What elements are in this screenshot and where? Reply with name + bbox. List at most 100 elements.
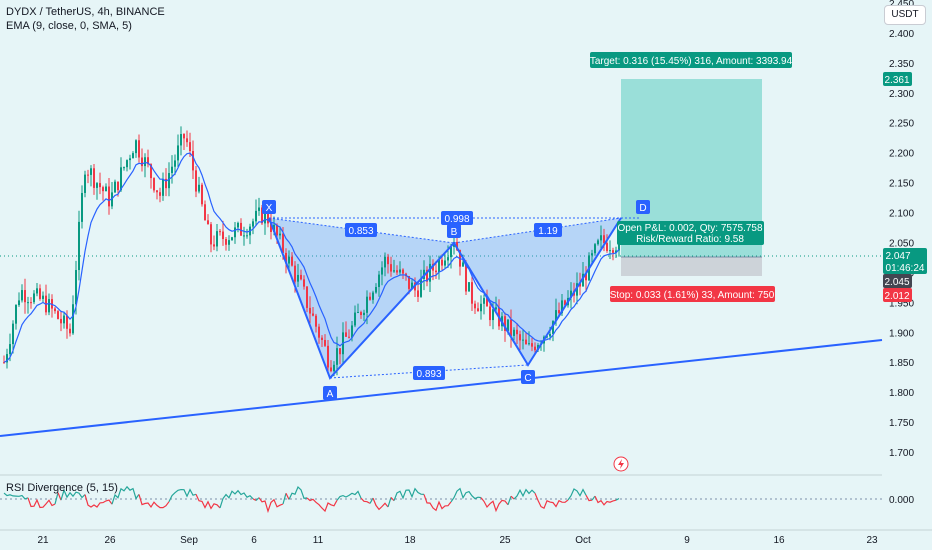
price-tick-label: 1.700 bbox=[889, 448, 914, 459]
candle-body bbox=[117, 181, 119, 191]
candle-body bbox=[294, 265, 296, 282]
candle-body bbox=[411, 282, 413, 289]
candle-body bbox=[450, 246, 452, 258]
candle-body bbox=[192, 151, 194, 171]
pattern-point-x[interactable]: X bbox=[262, 200, 276, 214]
open-pl-label[interactable]: Open P&L: 0.002, Qty: 7575.758 Risk/Rewa… bbox=[617, 221, 764, 245]
rsi-line-segment bbox=[54, 492, 59, 505]
svg-text:01:46:24: 01:46:24 bbox=[886, 263, 925, 274]
lightning-event-icon[interactable] bbox=[613, 456, 629, 472]
candle-body bbox=[303, 279, 305, 287]
svg-text:0.998: 0.998 bbox=[444, 214, 469, 225]
candle-body bbox=[234, 227, 236, 238]
candle-body bbox=[159, 192, 161, 196]
price-tick-label: 1.800 bbox=[889, 388, 914, 399]
ratio-label-b[interactable]: 0.998 bbox=[441, 211, 473, 225]
candle-body bbox=[207, 220, 209, 225]
price-tick-label: 2.350 bbox=[889, 59, 914, 70]
price-badge-2012: 2.012 bbox=[883, 288, 912, 302]
candle-body bbox=[216, 231, 218, 247]
candle-body bbox=[585, 273, 587, 281]
candle-body bbox=[579, 283, 581, 287]
rsi-line-segment bbox=[423, 494, 452, 512]
pattern-point-c[interactable]: C bbox=[521, 370, 535, 384]
candle-body bbox=[513, 329, 515, 336]
candle-body bbox=[180, 134, 182, 146]
rsi-legend[interactable]: RSI Divergence (5, 15) bbox=[6, 482, 118, 494]
candle-body bbox=[75, 270, 77, 305]
candle-body bbox=[108, 186, 110, 207]
ratio-label-bd[interactable]: 1.19 bbox=[534, 223, 562, 237]
candle-body bbox=[399, 269, 401, 273]
candle-body bbox=[525, 339, 527, 345]
rsi-line-segment bbox=[60, 488, 86, 501]
svg-text:1.19: 1.19 bbox=[538, 226, 558, 237]
rsi-zero-label: 0.000 bbox=[889, 495, 914, 506]
candle-body bbox=[300, 274, 302, 280]
pattern-point-d[interactable]: D bbox=[636, 200, 650, 214]
time-tick-label: 9 bbox=[684, 535, 690, 546]
candle-body bbox=[597, 240, 599, 245]
currency-button[interactable]: USDT bbox=[884, 5, 926, 25]
candle-body bbox=[261, 207, 263, 224]
candle-body bbox=[444, 260, 446, 266]
candle-body bbox=[174, 160, 176, 167]
candle-body bbox=[57, 311, 59, 319]
candle-body bbox=[408, 275, 410, 289]
candle-body bbox=[123, 167, 125, 169]
candle-body bbox=[276, 224, 278, 236]
time-tick-label: Sep bbox=[180, 535, 198, 546]
candle-body bbox=[555, 310, 557, 322]
candle-body bbox=[522, 339, 524, 341]
target-label[interactable]: Target: 0.316 (15.45%) 316, Amount: 3393… bbox=[590, 52, 793, 68]
candle-body bbox=[570, 290, 572, 298]
rsi-line-segment bbox=[336, 490, 362, 501]
rsi-line-segment bbox=[393, 487, 425, 501]
price-axis[interactable]: 2.4502.4002.3502.3002.2502.2002.1502.100… bbox=[889, 0, 914, 459]
candle-body bbox=[402, 269, 404, 274]
candle-body bbox=[3, 362, 5, 364]
rsi-line-segment bbox=[534, 492, 569, 510]
svg-text:2.012: 2.012 bbox=[884, 291, 909, 302]
candle-body bbox=[309, 307, 311, 314]
rsi-line-segment bbox=[513, 488, 536, 500]
candle-body bbox=[27, 302, 29, 304]
stop-zone[interactable] bbox=[621, 257, 762, 276]
svg-text:B: B bbox=[451, 227, 458, 238]
candle-body bbox=[42, 295, 44, 299]
candle-body bbox=[384, 256, 386, 268]
pattern-triangle-bcd[interactable] bbox=[454, 218, 621, 365]
ema-legend[interactable]: EMA (9, close, 0, SMA, 5) bbox=[6, 20, 132, 32]
pattern-point-a[interactable]: A bbox=[323, 386, 337, 400]
candle-body bbox=[240, 222, 242, 236]
candle-body bbox=[120, 167, 122, 191]
candle-body bbox=[375, 287, 377, 293]
candle-body bbox=[210, 224, 212, 245]
candle-body bbox=[339, 348, 341, 355]
candle-body bbox=[369, 296, 371, 300]
candle-body bbox=[102, 187, 104, 192]
candle-body bbox=[147, 157, 149, 165]
rsi-line-segment bbox=[3, 492, 29, 500]
symbol-legend[interactable]: DYDX / TetherUS, 4h, BINANCE bbox=[6, 6, 165, 18]
candle-body bbox=[600, 235, 602, 241]
pattern-point-b[interactable]: B bbox=[447, 224, 461, 238]
candle-body bbox=[258, 207, 260, 211]
ratio-label-xb[interactable]: 0.853 bbox=[345, 223, 377, 237]
ratio-label-ac[interactable]: 0.893 bbox=[413, 366, 445, 380]
rsi-line-segment bbox=[57, 492, 62, 501]
candle-body bbox=[531, 343, 533, 347]
svg-text:0.853: 0.853 bbox=[348, 226, 373, 237]
candle-body bbox=[30, 302, 32, 304]
candle-body bbox=[54, 308, 56, 312]
trendline[interactable] bbox=[0, 339, 883, 437]
candle-body bbox=[426, 269, 428, 282]
candle-body bbox=[69, 328, 71, 334]
time-axis[interactable]: 21 26 Sep 6 11 18 25 Oct 9 16 23 bbox=[37, 535, 878, 546]
candle-body bbox=[291, 256, 293, 266]
stop-label[interactable]: Stop: 0.033 (1.61%) 33, Amount: 750 bbox=[610, 286, 775, 302]
svg-text:0.893: 0.893 bbox=[416, 369, 441, 380]
price-tick-label: 2.150 bbox=[889, 179, 914, 190]
